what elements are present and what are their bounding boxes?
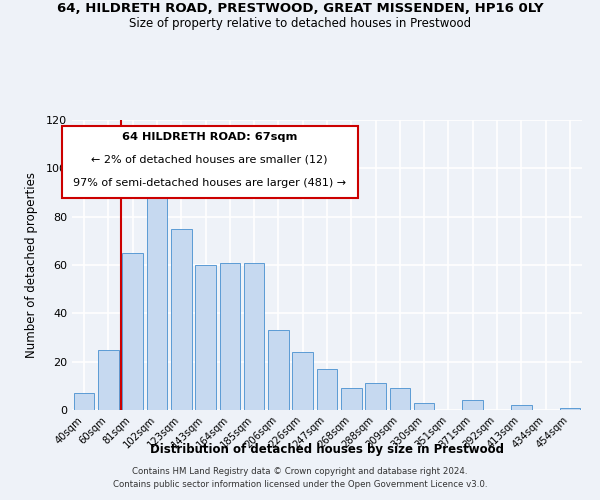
Bar [98, 350, 119, 410]
Bar [463, 400, 483, 410]
Bar [389, 388, 410, 410]
Text: Distribution of detached houses by size in Prestwood: Distribution of detached houses by size … [150, 442, 504, 456]
Bar [292, 352, 313, 410]
Text: 64 HILDRETH ROAD: 67sqm: 64 HILDRETH ROAD: 67sqm [122, 132, 298, 141]
Text: Size of property relative to detached houses in Prestwood: Size of property relative to detached ho… [129, 18, 471, 30]
Bar [244, 262, 265, 410]
Bar [74, 393, 94, 410]
Text: 97% of semi-detached houses are larger (481) →: 97% of semi-detached houses are larger (… [73, 178, 346, 188]
Text: Contains public sector information licensed under the Open Government Licence v3: Contains public sector information licen… [113, 480, 487, 489]
Bar [414, 403, 434, 410]
Bar [122, 253, 143, 410]
Bar [341, 388, 362, 410]
Text: Contains HM Land Registry data © Crown copyright and database right 2024.: Contains HM Land Registry data © Crown c… [132, 467, 468, 476]
Bar [171, 229, 191, 410]
Text: 64, HILDRETH ROAD, PRESTWOOD, GREAT MISSENDEN, HP16 0LY: 64, HILDRETH ROAD, PRESTWOOD, GREAT MISS… [56, 2, 544, 16]
Bar [220, 262, 240, 410]
Bar [560, 408, 580, 410]
Bar [195, 265, 216, 410]
Bar [511, 405, 532, 410]
Bar [365, 384, 386, 410]
Y-axis label: Number of detached properties: Number of detached properties [25, 172, 38, 358]
Bar [317, 369, 337, 410]
Bar [268, 330, 289, 410]
Bar [146, 185, 167, 410]
FancyBboxPatch shape [62, 126, 358, 198]
Text: ← 2% of detached houses are smaller (12): ← 2% of detached houses are smaller (12) [91, 155, 328, 165]
